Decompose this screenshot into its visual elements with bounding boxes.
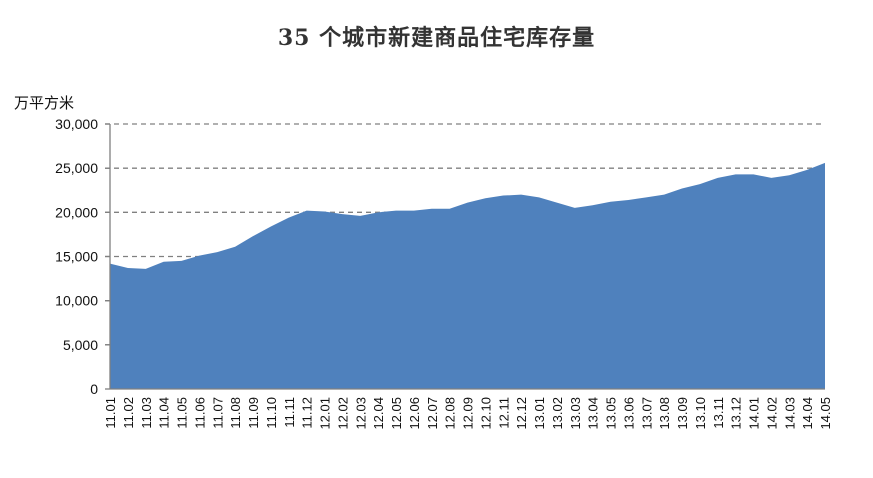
chart-title: 35 个城市新建商品住宅库存量 [277, 25, 596, 51]
x-tick-label: 13.04 [586, 397, 601, 430]
x-tick-label: 13.02 [550, 397, 565, 430]
x-tick-label: 11.03 [139, 397, 154, 429]
y-tick-label: 5,000 [63, 337, 98, 353]
x-tick-label: 12.02 [335, 397, 350, 430]
x-tick-label: 14.03 [782, 397, 797, 430]
x-tick-label: 14.02 [764, 397, 779, 430]
x-tick-label: 13.12 [729, 397, 744, 430]
x-tick-label: 12.01 [318, 397, 333, 430]
x-tick-label: 11.05 [175, 397, 190, 429]
x-tick-label: 12.04 [371, 397, 386, 430]
y-tick-label: 20,000 [55, 204, 98, 220]
y-tick-label: 10,000 [55, 293, 98, 309]
x-tick-label: 14.05 [818, 397, 833, 430]
x-tick-label: 12.06 [407, 397, 422, 430]
x-tick-label: 12.05 [389, 397, 404, 430]
x-tick-label: 13.07 [639, 397, 654, 430]
area-layer [110, 162, 825, 389]
x-tick-label: 13.10 [693, 397, 708, 430]
x-tick-label: 14.01 [747, 397, 762, 430]
x-tick-label: 12.12 [514, 397, 529, 430]
x-tick-labels: 11.01 11.02 11.03 11.04 11.05 11.06 11.07 11.08… [103, 397, 833, 430]
y-tick-labels: 0 5,000 10,000 15,000 20,000 25,000 30,000 [55, 116, 98, 397]
x-tick-label: 11.10 [264, 397, 279, 429]
x-tick-label: 12.10 [478, 397, 493, 430]
axes [105, 123, 825, 390]
x-tick-label: 12.09 [461, 397, 476, 430]
x-tick-label: 11.04 [157, 397, 172, 429]
x-tick-label: 14.04 [800, 397, 815, 430]
x-tick-label: 12.11 [496, 397, 511, 429]
x-tick-label: 11.12 [300, 397, 315, 429]
x-tick-label: 13.09 [675, 397, 690, 430]
x-tick-label: 13.06 [621, 397, 636, 430]
x-tick-label: 12.07 [425, 397, 440, 430]
x-tick-label: 13.03 [568, 397, 583, 430]
x-tick-label: 13.11 [711, 397, 726, 429]
x-tick-label: 13.08 [657, 397, 672, 430]
x-tick-label: 11.11 [282, 397, 297, 428]
y-tick-label: 25,000 [55, 160, 98, 176]
y-tick-label: 0 [90, 381, 98, 397]
x-tick-label: 11.07 [210, 397, 225, 429]
x-tick-label: 13.05 [604, 397, 619, 430]
x-tick-label: 11.08 [228, 397, 243, 429]
y-axis-label: 万平方米 [14, 94, 75, 112]
x-tick-label: 11.06 [192, 397, 207, 429]
x-tick-label: 11.01 [103, 397, 118, 429]
x-tick-label: 12.08 [443, 397, 458, 430]
x-tick-label: 13.01 [532, 397, 547, 430]
x-tick-label: 12.03 [353, 397, 368, 430]
series-area [110, 162, 825, 389]
x-tick-label: 11.09 [246, 397, 261, 429]
y-tick-label: 15,000 [55, 249, 98, 265]
y-tick-label: 30,000 [55, 116, 98, 132]
x-tick-label: 11.02 [121, 397, 136, 429]
